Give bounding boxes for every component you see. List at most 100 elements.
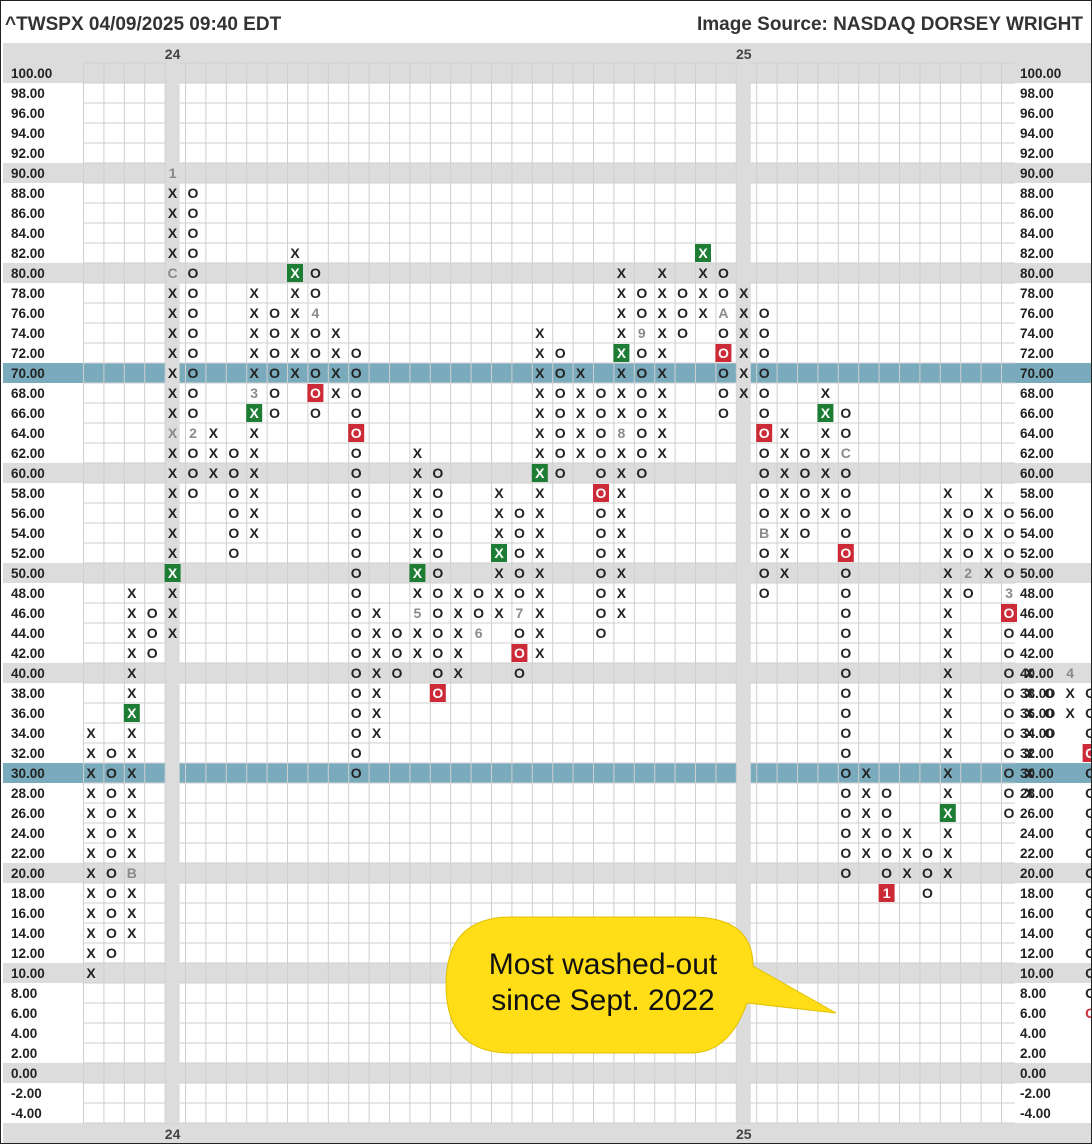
ten-point-band [3, 863, 1091, 883]
month-marker: B [127, 865, 137, 881]
o-mark: O [188, 485, 199, 501]
x-mark: X [494, 525, 504, 541]
x-mark: X [739, 305, 749, 321]
x-mark: X [454, 665, 464, 681]
price-label-right: 98.00 [1020, 86, 1054, 101]
x-mark: X [494, 505, 504, 521]
ten-point-band [3, 163, 1091, 183]
o-mark: O [310, 285, 321, 301]
x-mark: X [658, 305, 668, 321]
o-mark: O [514, 505, 525, 521]
o-mark: O [1085, 885, 1092, 901]
o-mark: O [106, 945, 117, 961]
o-mark: O [351, 685, 362, 701]
o-mark: O [392, 645, 403, 661]
o-mark: O [718, 385, 729, 401]
x-mark: X [454, 605, 464, 621]
x-mark: X [127, 785, 137, 801]
price-label-right: 18.00 [1020, 886, 1054, 901]
o-mark: O [596, 465, 607, 481]
price-label-right: 82.00 [1020, 246, 1054, 261]
o-mark: O [1085, 985, 1092, 1001]
o-mark: O [106, 805, 117, 821]
o-mark: O [188, 405, 199, 421]
price-label-left: -2.00 [11, 1086, 42, 1101]
x-mark: X [943, 645, 953, 661]
x-mark: X [739, 345, 749, 361]
price-label-left: 38.00 [11, 686, 45, 701]
x-mark: X [658, 405, 668, 421]
o-mark: O [351, 505, 362, 521]
highlight-band [3, 763, 1091, 783]
signal-box [531, 464, 548, 482]
price-label-right: -2.00 [1020, 1086, 1051, 1101]
x-mark: X [780, 445, 790, 461]
x-mark: X [168, 285, 178, 301]
o-mark: O [555, 445, 566, 461]
o-mark: O [963, 505, 974, 521]
x-mark: X [535, 505, 545, 521]
month-marker: 6 [475, 625, 483, 641]
x-mark: X [1025, 785, 1035, 801]
month-marker: C [841, 445, 851, 461]
x-mark: X [943, 525, 953, 541]
signal-box [246, 404, 263, 422]
x-mark: X [209, 425, 219, 441]
x-mark: X [1025, 665, 1035, 681]
o-mark: O [228, 525, 239, 541]
o-mark: O [759, 485, 770, 501]
x-mark: X [290, 365, 300, 381]
price-label-left: 66.00 [11, 406, 45, 421]
x-mark: X [617, 565, 627, 581]
o-mark: O [106, 825, 117, 841]
x-mark: X [943, 505, 953, 521]
x-mark: X [127, 765, 137, 781]
o-mark: O [351, 385, 362, 401]
price-label-right: 100.00 [1020, 66, 1061, 81]
x-mark: X [739, 385, 749, 401]
x-mark: X [250, 465, 260, 481]
o-mark: O [555, 425, 566, 441]
o-mark: O [1085, 865, 1092, 881]
price-label-left: 84.00 [11, 226, 45, 241]
x-mark: X [250, 325, 260, 341]
price-label-right: 60.00 [1020, 466, 1054, 481]
o-mark: O [106, 745, 117, 761]
price-label-right: 30.00 [1020, 766, 1054, 781]
o-mark: O [432, 545, 443, 561]
o-mark: O [106, 865, 117, 881]
x-mark: X [902, 825, 912, 841]
o-mark: O [1085, 805, 1092, 821]
o-mark: O [432, 665, 443, 681]
o-mark: O [188, 305, 199, 321]
o-mark: O [759, 325, 770, 341]
signal-box-glyph: X [290, 265, 300, 281]
price-label-right: 12.00 [1020, 946, 1054, 961]
price-label-right: 48.00 [1020, 586, 1054, 601]
ten-point-band [3, 263, 1091, 283]
o-mark: O [351, 645, 362, 661]
x-mark: X [576, 385, 586, 401]
price-label-right: 74.00 [1020, 326, 1054, 341]
o-mark: O [596, 405, 607, 421]
o-mark: O [351, 745, 362, 761]
x-mark: X [862, 805, 872, 821]
x-mark: X [821, 465, 831, 481]
price-label-right: 78.00 [1020, 286, 1054, 301]
x-mark: X [127, 585, 137, 601]
x-mark: X [168, 205, 178, 221]
signal-box-glyph: O [310, 385, 321, 401]
price-label-left: 100.00 [11, 66, 52, 81]
o-mark: O [106, 765, 117, 781]
x-mark: X [862, 845, 872, 861]
signal-box [613, 344, 630, 362]
o-mark: O [269, 385, 280, 401]
o-mark: O [840, 465, 851, 481]
o-mark: O [188, 325, 199, 341]
o-mark: O [1044, 725, 1055, 741]
o-mark: O [840, 745, 851, 761]
o-mark: O [1004, 625, 1015, 641]
x-mark: X [250, 365, 260, 381]
o-mark: O [636, 385, 647, 401]
x-mark: X [1066, 685, 1076, 701]
